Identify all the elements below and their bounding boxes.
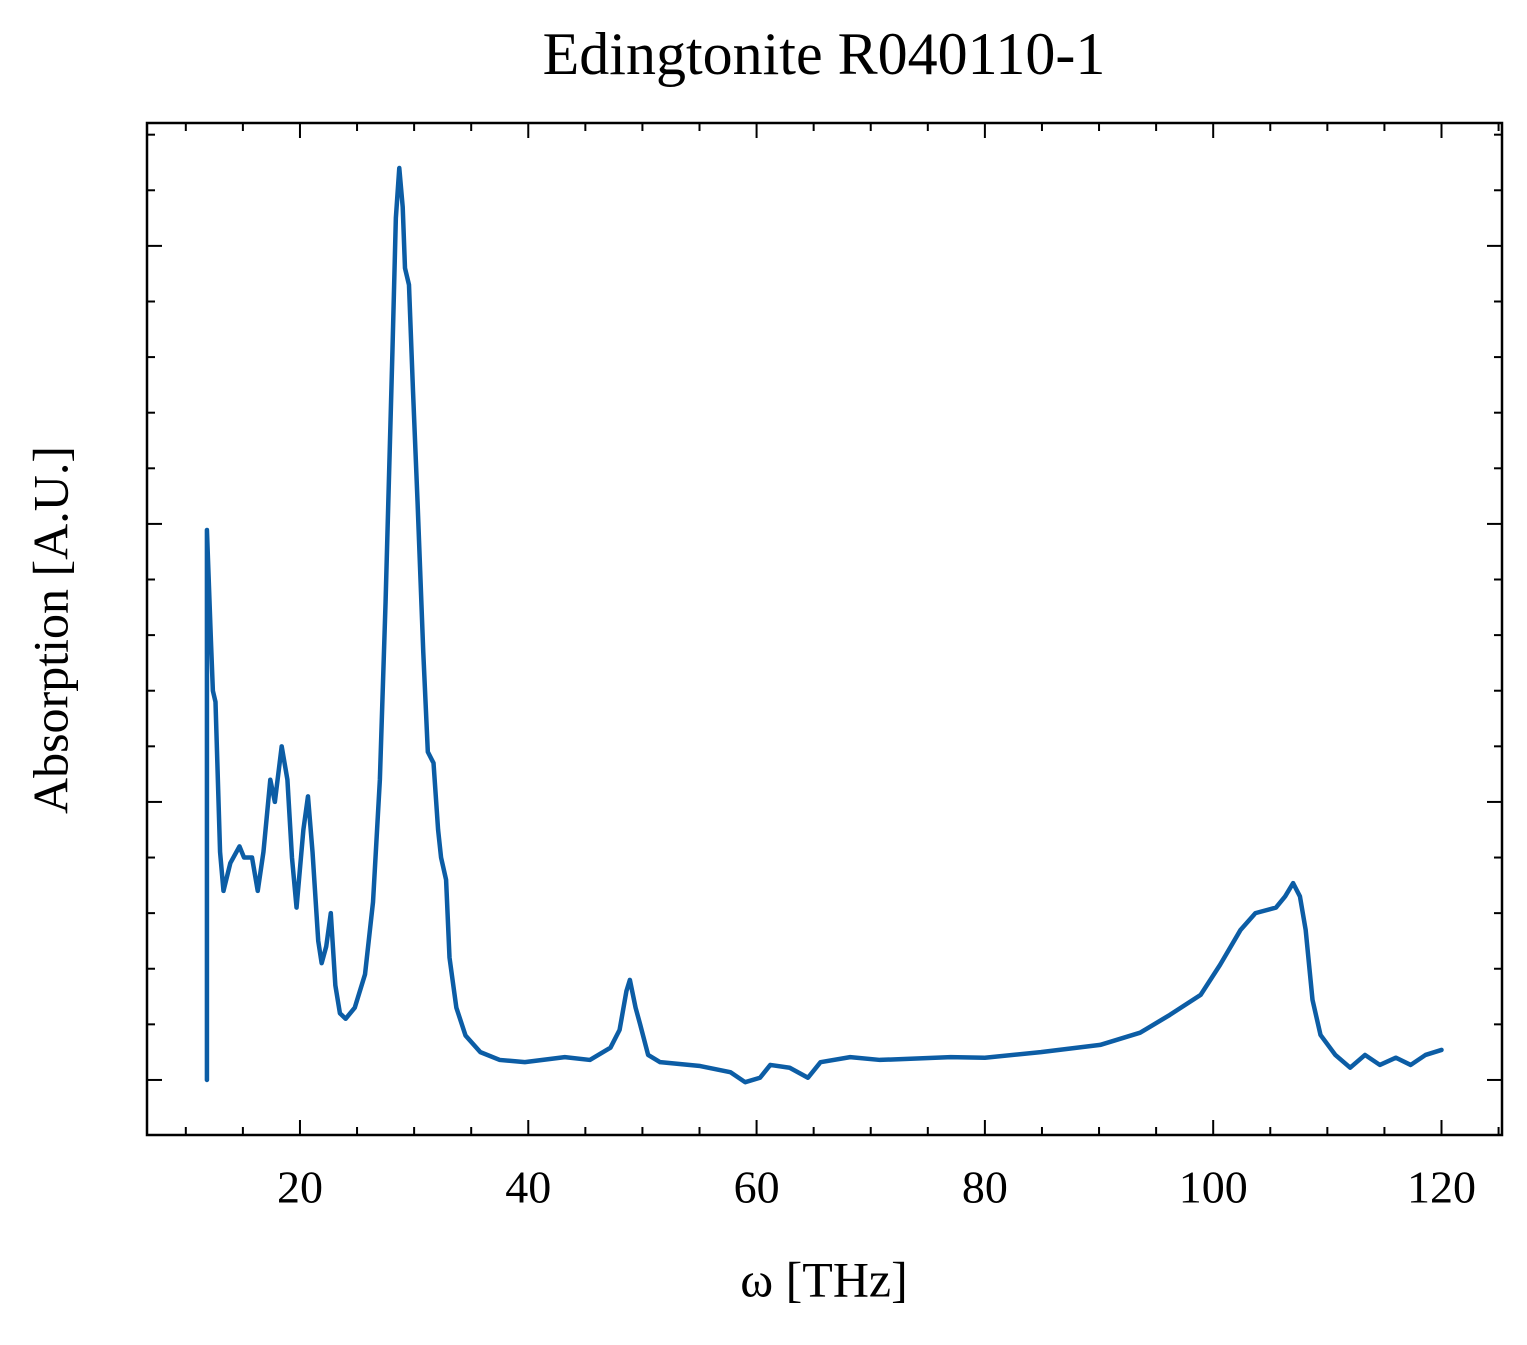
axes-frame [145, 121, 1504, 1137]
x-tick-label: 20 [277, 1162, 323, 1213]
ticks: 20 40 60 80 100 120 [147, 123, 1502, 1213]
chart-title: Edingtonite R040110-1 [543, 21, 1106, 87]
x-tick-label: 60 [734, 1162, 780, 1213]
data-line [204, 165, 1444, 1085]
x-tick-label: 40 [505, 1162, 551, 1213]
x-tick-label: 80 [962, 1162, 1008, 1213]
x-tick-label: 120 [1407, 1162, 1476, 1213]
y-axis-label: Absorption [A.U.] [22, 446, 78, 814]
x-axis-label: ω [THz] [740, 1251, 908, 1307]
x-tick-label: 100 [1179, 1162, 1248, 1213]
plot-area [204, 165, 1444, 1085]
